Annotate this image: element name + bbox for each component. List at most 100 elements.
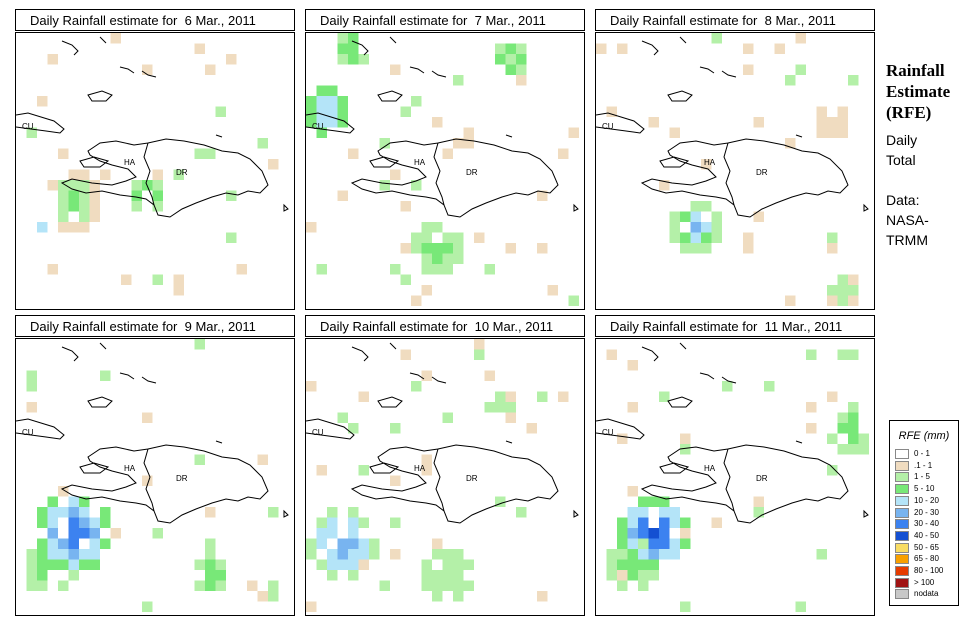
coastline [573, 203, 579, 212]
rainfall-cell [142, 64, 153, 75]
rainfall-cell [89, 190, 100, 201]
coastline [409, 372, 425, 380]
rainfall-cell [142, 475, 153, 486]
rainfall-cell [827, 127, 838, 138]
rainfall-cell [753, 507, 764, 518]
rainfall-cell [659, 391, 670, 402]
rainfall-cell [400, 106, 411, 117]
coastline [640, 138, 849, 218]
rainfall-cell [194, 559, 205, 570]
rainfall-cell [558, 148, 569, 159]
rainfall-cell [505, 243, 516, 254]
coastline [699, 372, 715, 380]
rainfall-cell [306, 222, 317, 233]
rainfall-cell [37, 222, 48, 233]
rainfall-cell [327, 117, 338, 128]
country-label-dominican-republic: DR [756, 474, 768, 483]
rainfall-cell [421, 253, 432, 264]
rainfall-cell [348, 549, 359, 560]
rainfall-cell [638, 538, 649, 549]
rainfall-cell [627, 570, 638, 581]
rainfall-cell [743, 43, 754, 54]
rainfall-cell [131, 180, 142, 191]
rainfall-cell [327, 570, 338, 581]
rainfall-cell [268, 507, 279, 518]
coastline [596, 112, 645, 134]
rainfall-cell [669, 222, 680, 233]
rainfall-cell [257, 454, 268, 465]
rainfall-cell [827, 243, 838, 254]
legend-label: .1 - 1 [914, 460, 933, 470]
rainfall-cell [837, 127, 848, 138]
rainfall-cell [795, 64, 806, 75]
rainfall-cell [68, 559, 79, 570]
rainfall-cell [827, 295, 838, 306]
rainfall-cell [173, 285, 184, 296]
coastline [667, 396, 693, 408]
legend-label: 30 - 40 [914, 519, 939, 529]
coastline [141, 376, 157, 384]
rainfall-cell [26, 370, 37, 381]
rainfall-cell [680, 444, 691, 455]
map-canvas: CU HA DR [596, 33, 869, 306]
coastline [143, 142, 155, 206]
country-label-cuba: CU [312, 122, 324, 131]
rainfall-cell [58, 148, 69, 159]
rainfall-cell [152, 201, 163, 212]
rainfall-cell [142, 601, 153, 612]
rainfall-cell [26, 402, 37, 413]
rainfall-cell [669, 538, 680, 549]
rainfall-cell [659, 507, 670, 518]
rainfall-cell [690, 222, 701, 233]
rainfall-cell [442, 264, 453, 275]
rainfall-cell [68, 538, 79, 549]
rainfall-cell [453, 591, 464, 602]
rainfall-cell [848, 423, 859, 434]
rainfall-cell [400, 201, 411, 212]
rainfall-cell [379, 180, 390, 191]
rainfall-cell [369, 549, 380, 560]
source-line-1: Data: [886, 192, 920, 208]
rainfall-cell [816, 106, 827, 117]
panel-1-title: Daily Rainfall estimate for 6 Mar., 2011 [15, 9, 295, 31]
rainfall-cell [58, 538, 69, 549]
panel-3-title: Daily Rainfall estimate for 8 Mar., 2011 [595, 9, 875, 31]
coastline [61, 40, 79, 56]
country-label-haiti: HA [414, 158, 426, 167]
rainfall-cell [58, 180, 69, 191]
rainfall-cell [89, 201, 100, 212]
coastline [99, 342, 107, 350]
rainfall-cell [205, 559, 216, 570]
rainfall-cell [358, 559, 369, 570]
rainfall-map-7-mar: CU HA DR [305, 32, 585, 310]
coastline [60, 138, 269, 218]
rainfall-cell [659, 517, 670, 528]
coastline [863, 203, 869, 212]
rainfall-cell [379, 580, 390, 591]
legend-item: 30 - 40 [895, 519, 957, 530]
rainfall-cell [753, 496, 764, 507]
rainfall-cell [316, 517, 327, 528]
rainfall-cell [453, 253, 464, 264]
coastline [667, 90, 693, 102]
rainfall-cell [37, 580, 48, 591]
rainfall-cell [722, 381, 733, 392]
map-canvas: CU HA DR [306, 339, 579, 612]
rainfall-cell [26, 559, 37, 570]
rainfall-cell [638, 580, 649, 591]
rainfall-cell [442, 232, 453, 243]
legend-item: 0 - 1 [895, 449, 957, 460]
legend-label: 0 - 1 [914, 449, 931, 458]
legend-item: 80 - 100 [895, 566, 957, 577]
rainfall-cell [680, 601, 691, 612]
rainfall-cell [432, 243, 443, 254]
rainfall-cell [795, 601, 806, 612]
rainfall-cell [537, 243, 548, 254]
rainfall-cell [58, 222, 69, 233]
rainfall-cell [26, 549, 37, 560]
rainfall-cell [337, 33, 348, 44]
rainfall-cell [701, 243, 712, 254]
rainfall-cell [79, 528, 90, 539]
rainfall-cell [848, 75, 859, 86]
rainfall-cell [421, 222, 432, 233]
